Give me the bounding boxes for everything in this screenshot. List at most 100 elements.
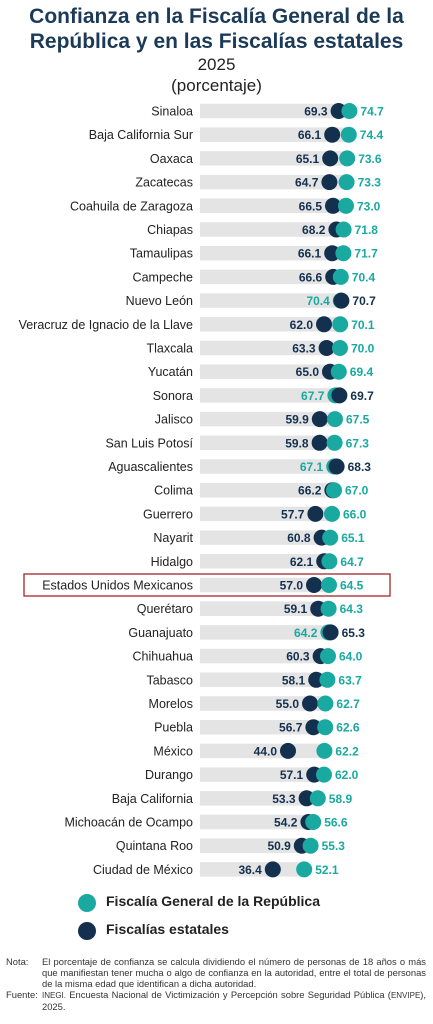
value-label: 71.8 bbox=[355, 223, 379, 237]
dot-estatal bbox=[316, 316, 332, 333]
value-label: 50.9 bbox=[267, 839, 291, 853]
category-label: Nuevo León bbox=[126, 294, 193, 308]
value-label: 66.1 bbox=[298, 247, 322, 261]
bar-background bbox=[200, 435, 335, 451]
bar-background bbox=[200, 245, 344, 261]
bar-background bbox=[200, 719, 326, 735]
value-label: 66.0 bbox=[343, 507, 367, 521]
value-label: 62.0 bbox=[335, 768, 359, 782]
category-label: Veracruz de Ignacio de la Llave bbox=[19, 318, 193, 332]
dot-estatal bbox=[306, 577, 322, 593]
note-key: Nota: bbox=[6, 956, 29, 967]
dot-fgr bbox=[332, 316, 349, 333]
value-label: 70.4 bbox=[306, 294, 330, 308]
bar-background bbox=[200, 103, 350, 119]
source-org: INEGI. bbox=[42, 991, 67, 1000]
value-label: 62.6 bbox=[336, 721, 360, 735]
dot-chart: Sinaloa 69.3 74.7 Baja California Sur 66.1 74… bbox=[19, 103, 391, 878]
category-label: Baja California bbox=[112, 792, 193, 806]
category-label: Campeche bbox=[133, 270, 193, 284]
dot-estatal bbox=[322, 624, 339, 641]
category-label: Guanajuato bbox=[128, 626, 193, 640]
bar-background bbox=[200, 506, 332, 522]
category-label: Estados Unidos Mexicanos bbox=[42, 579, 193, 593]
bar-background bbox=[200, 554, 330, 569]
dot-estatal bbox=[331, 387, 348, 404]
category-label: Tlaxcala bbox=[146, 342, 193, 356]
value-label: 67.1 bbox=[300, 460, 324, 474]
category-label: San Luis Potosí bbox=[105, 436, 193, 450]
category-label: Yucatán bbox=[148, 365, 193, 379]
value-label: 62.7 bbox=[336, 697, 360, 711]
note-row: Nota: El porcentaje de confianza se calc… bbox=[6, 956, 426, 989]
bar-background bbox=[200, 696, 326, 711]
value-label: 74.7 bbox=[360, 105, 384, 119]
bar-background bbox=[200, 222, 344, 237]
value-label: 70.4 bbox=[352, 270, 376, 284]
dot-fgr bbox=[340, 126, 357, 143]
value-label: 57.1 bbox=[280, 768, 304, 782]
value-label: 58.9 bbox=[329, 792, 353, 806]
bar-background bbox=[200, 198, 346, 214]
value-label: 59.1 bbox=[284, 602, 308, 616]
dot-estatal bbox=[325, 197, 341, 214]
dot-fgr bbox=[326, 434, 343, 451]
value-label: 36.4 bbox=[238, 863, 262, 877]
bar-background bbox=[200, 340, 340, 356]
value-label: 56.7 bbox=[279, 721, 303, 735]
dot-estatal bbox=[324, 245, 341, 262]
category-label: Coahuila de Zaragoza bbox=[70, 199, 193, 213]
bar-background bbox=[200, 577, 329, 593]
category-label: Guerrero bbox=[143, 507, 193, 521]
category-label: Chihuahua bbox=[133, 650, 194, 664]
dot-estatal bbox=[324, 126, 341, 143]
value-label: 62.2 bbox=[335, 744, 359, 758]
legend-marker-estatal bbox=[78, 922, 96, 940]
bar-background bbox=[200, 269, 341, 285]
dot-fgr bbox=[305, 814, 322, 830]
dot-fgr bbox=[339, 150, 356, 167]
dot-fgr bbox=[320, 600, 337, 617]
category-label: Sonora bbox=[153, 389, 193, 403]
dot-fgr bbox=[319, 671, 336, 688]
value-label: 56.6 bbox=[324, 816, 348, 830]
dot-estatal bbox=[308, 671, 325, 688]
bar-background bbox=[200, 411, 335, 427]
bar-background bbox=[200, 791, 318, 806]
legend-label-fgr: Fiscalía General de la República bbox=[106, 893, 320, 909]
legend-marker-fgr bbox=[78, 894, 96, 912]
value-label: 57.7 bbox=[281, 507, 305, 521]
bar-background bbox=[200, 293, 342, 308]
source-body: Encuesta Nacional de Victimización y Per… bbox=[69, 989, 391, 1000]
category-label: Quintana Roo bbox=[116, 839, 193, 853]
value-label: 69.3 bbox=[304, 105, 328, 119]
dot-estatal bbox=[318, 340, 335, 356]
source-row: Fuente: INEGI. Encuesta Nacional de Vict… bbox=[6, 989, 426, 1012]
bar-background bbox=[200, 459, 337, 474]
dot-fgr bbox=[317, 719, 334, 736]
source-key: Fuente: bbox=[6, 989, 38, 1000]
note-text: El porcentaje de confianza se calcula di… bbox=[42, 956, 426, 989]
dot-fgr bbox=[309, 790, 326, 807]
bar-background bbox=[200, 364, 339, 379]
value-label: 64.2 bbox=[294, 626, 318, 640]
value-label: 68.3 bbox=[348, 460, 372, 474]
dot-fgr bbox=[338, 174, 355, 191]
footnotes: Nota: El porcentaje de confianza se calc… bbox=[6, 956, 426, 1012]
value-label: 64.5 bbox=[340, 579, 364, 593]
value-label: 59.9 bbox=[285, 413, 309, 427]
category-label: Oaxaca bbox=[150, 152, 193, 166]
chart-title: Confianza en la Fiscalía General de la R… bbox=[0, 4, 433, 54]
dot-estatal bbox=[328, 458, 345, 475]
category-label: Baja California Sur bbox=[89, 128, 193, 142]
dot-fgr bbox=[320, 648, 336, 665]
value-label: 69.4 bbox=[350, 365, 374, 379]
category-label: Sinaloa bbox=[151, 105, 193, 119]
bar-background bbox=[200, 127, 349, 142]
bar-background bbox=[200, 601, 329, 616]
dot-fgr bbox=[296, 861, 313, 878]
dot-fgr bbox=[302, 837, 319, 854]
chart-title-line1: Confianza en la Fiscalía General de la bbox=[29, 5, 404, 28]
dot-fgr bbox=[316, 742, 333, 759]
dot-estatal bbox=[333, 292, 350, 309]
